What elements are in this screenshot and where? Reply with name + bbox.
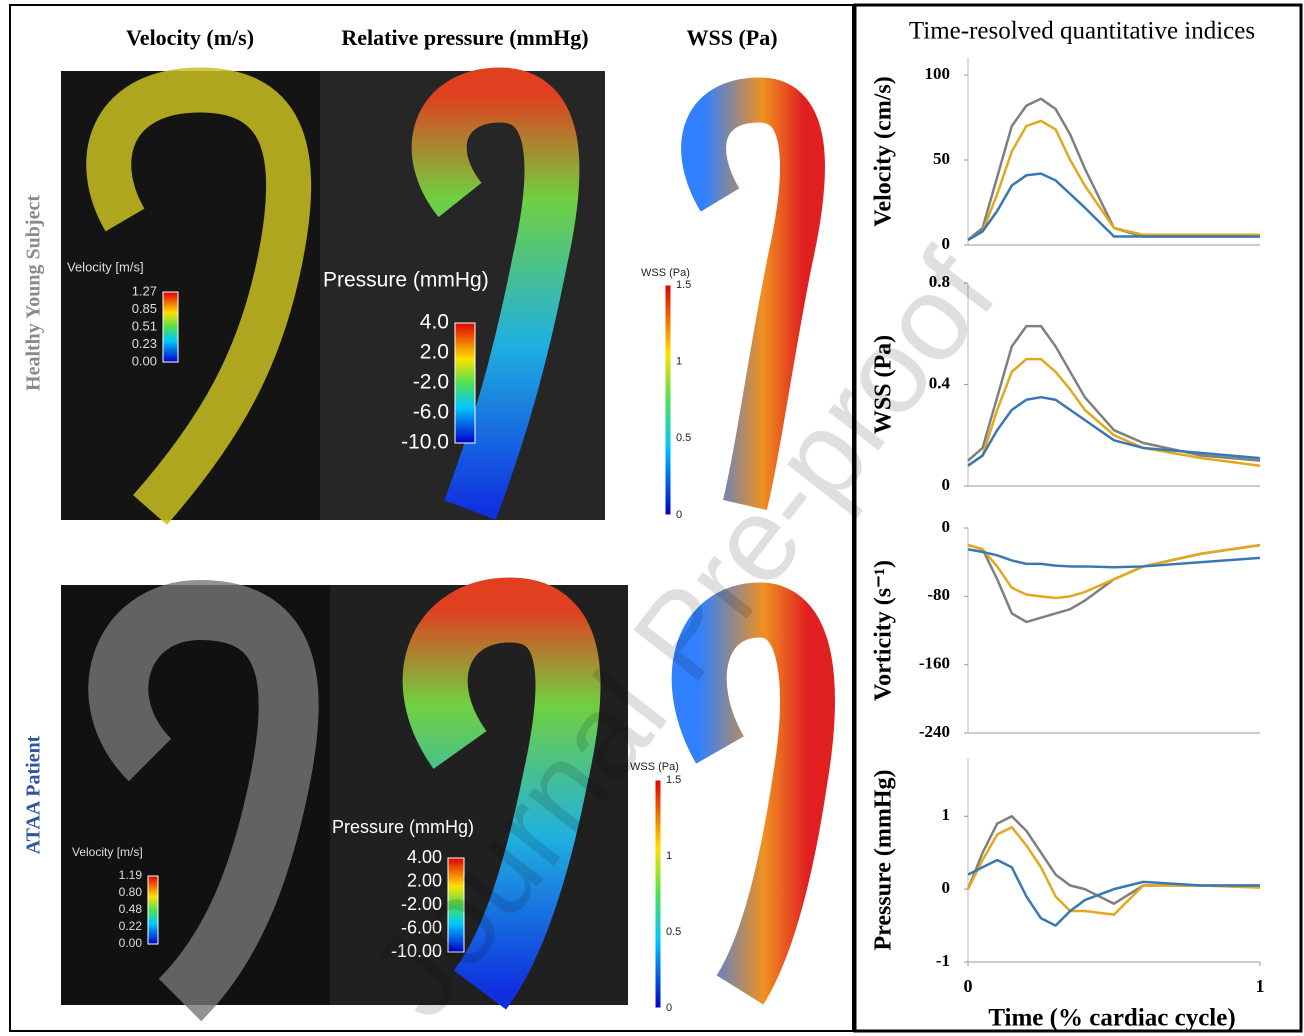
colorbar-tick-label: 0.00 xyxy=(119,936,143,950)
y-tick-label: 0.4 xyxy=(929,373,951,392)
colorbar-tick-label: 4.0 xyxy=(420,311,449,334)
colorbar-tick-label: -10.00 xyxy=(391,941,442,961)
colorbar-tick-label: 0 xyxy=(666,1002,672,1014)
data-line xyxy=(967,858,1260,927)
colorbar-tick-label: 0.23 xyxy=(132,336,157,351)
row-label: ATAA Patient xyxy=(23,735,45,854)
x-axis-label: Time (% cardiac cycle) xyxy=(988,1005,1235,1032)
aorta xyxy=(88,579,319,1022)
colorbar-title: Velocity [m/s] xyxy=(72,845,143,859)
y-tick-label: 0 xyxy=(942,517,951,536)
colorbar xyxy=(447,857,465,953)
y-tick-label: -160 xyxy=(919,654,950,673)
colorbar xyxy=(654,779,662,1009)
y-tick-label: 0.8 xyxy=(929,272,950,291)
row-label: Healthy Young Subject xyxy=(23,195,45,391)
colorbar-tick-label: 0.00 xyxy=(132,353,157,368)
colorbar-tick-label: -6.00 xyxy=(401,917,442,937)
colorbar-tick-label: 1.5 xyxy=(666,774,681,786)
left-panel-frame xyxy=(9,4,854,1032)
colorbar-tick-label: -2.00 xyxy=(401,894,442,914)
y-tick-label: -80 xyxy=(927,585,950,604)
y-tick-label: 50 xyxy=(933,149,950,168)
colorbar-title: Velocity [m/s] xyxy=(67,259,144,274)
colorbar-tick-label: -2.0 xyxy=(413,371,449,394)
aorta xyxy=(681,77,825,511)
colorbar-tick-label: -6.0 xyxy=(413,401,449,424)
panel-title: Time-resolved quantitative indices xyxy=(909,18,1255,45)
x-tick-label: 1 xyxy=(1256,976,1265,996)
colorbar-tick-label: 1.27 xyxy=(132,283,157,298)
colorbar-tick-label: 4.00 xyxy=(407,847,442,867)
colorbar-title: WSS (Pa) xyxy=(630,761,679,773)
data-line xyxy=(967,119,1260,241)
colorbar-tick-label: 0.48 xyxy=(119,902,143,916)
data-line xyxy=(966,825,1261,916)
data-line xyxy=(967,324,1261,462)
data-line xyxy=(967,97,1260,241)
colorbar-tick-label: 2.0 xyxy=(420,341,449,364)
colorbar-tick-label: 0.85 xyxy=(132,301,157,316)
colorbar-tick-label: 1 xyxy=(666,850,672,862)
data-line xyxy=(967,357,1261,467)
right-panel-frame xyxy=(853,3,1303,1033)
colorbar-tick-label: 2.00 xyxy=(407,870,442,890)
colorbar-title: Pressure (mmHg) xyxy=(332,817,474,837)
colorbar xyxy=(664,284,672,516)
y-tick-label: -1 xyxy=(936,951,950,970)
y-tick-label: 100 xyxy=(925,64,951,83)
data-line xyxy=(967,543,1261,600)
colorbar-tick-label: 1 xyxy=(676,356,682,368)
colorbar-tick-label: 1.19 xyxy=(119,868,143,882)
colorbar-tick-label: 0.51 xyxy=(132,318,157,333)
colorbar-tick-label: 0.80 xyxy=(119,885,143,899)
aorta xyxy=(411,67,580,520)
colorbar-tick-label: 0 xyxy=(676,509,682,521)
column-header: WSS (Pa) xyxy=(686,25,777,50)
y-axis-label: Velocity (cm/s) xyxy=(871,76,897,226)
colorbar xyxy=(147,875,159,945)
column-header: Velocity (m/s) xyxy=(126,25,254,50)
y-tick-label: 0 xyxy=(942,234,951,253)
colorbar-title: WSS (Pa) xyxy=(641,267,690,279)
data-line xyxy=(967,548,1261,569)
colorbar-tick-label: 0.22 xyxy=(119,919,143,933)
x-tick-label: 0 xyxy=(964,976,973,996)
colorbar xyxy=(454,322,476,444)
colorbar xyxy=(162,291,179,363)
colorbar-tick-label: 0.5 xyxy=(666,926,681,938)
y-axis-label: Pressure (mmHg) xyxy=(871,769,897,950)
data-line xyxy=(967,543,1261,624)
y-axis-label: WSS (Pa) xyxy=(871,335,897,434)
colorbar-tick-label: 1.5 xyxy=(676,279,691,291)
colorbar-title: Pressure (mmHg) xyxy=(323,269,489,292)
colorbar-tick-label: -10.0 xyxy=(401,431,449,454)
colorbar-tick-label: 0.5 xyxy=(676,432,691,444)
y-tick-label: -240 xyxy=(919,722,950,741)
data-line xyxy=(967,395,1261,467)
aorta xyxy=(671,582,835,1005)
y-tick-label: 1 xyxy=(942,805,951,824)
streamlines xyxy=(86,67,312,525)
y-tick-label: 0 xyxy=(942,475,951,494)
aorta xyxy=(402,577,601,1010)
column-header: Relative pressure (mmHg) xyxy=(341,25,588,50)
data-line xyxy=(966,815,1260,905)
y-tick-label: 0 xyxy=(942,878,951,897)
y-axis-label: Vorticity (s⁻¹) xyxy=(871,560,897,701)
data-line xyxy=(967,172,1260,241)
